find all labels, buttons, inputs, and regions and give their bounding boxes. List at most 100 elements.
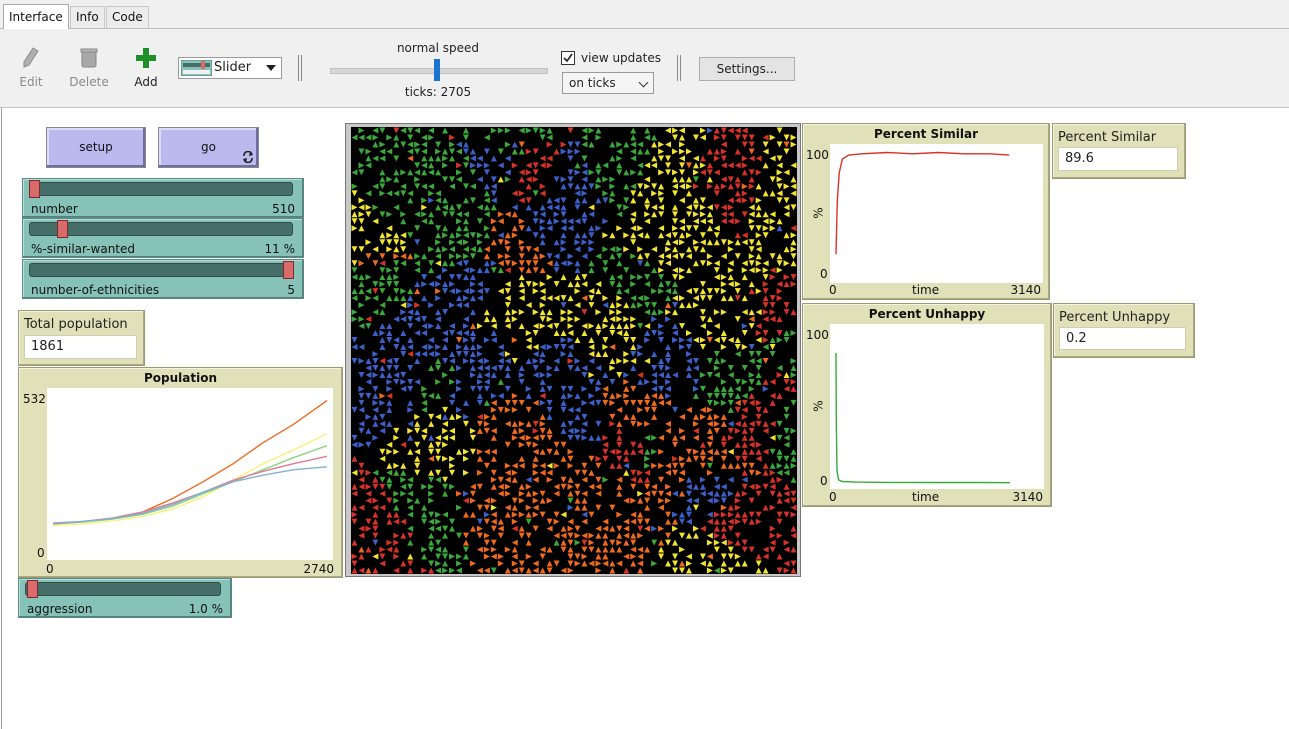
- turtle-agent: [442, 434, 449, 441]
- turtle-agent: [358, 532, 365, 539]
- turtle-agent: [539, 420, 546, 427]
- world-view[interactable]: [345, 123, 801, 577]
- turtle-agent: [602, 434, 609, 441]
- turtle-agent: [734, 427, 741, 434]
- turtle-agent: [665, 141, 672, 148]
- turtle-agent: [518, 141, 525, 148]
- tab-code[interactable]: Code: [106, 6, 149, 28]
- turtle-agent: [511, 553, 518, 560]
- turtle-agent: [463, 239, 469, 246]
- turtle-agent: [727, 476, 734, 483]
- turtle-agent: [679, 302, 685, 309]
- turtle-agent: [546, 309, 553, 316]
- turtle-agent: [511, 469, 518, 476]
- aggression-slider[interactable]: aggression 1.0 %: [18, 578, 232, 618]
- turtle-agent: [686, 518, 692, 525]
- turtle-agent: [372, 469, 379, 476]
- world-canvas[interactable]: [351, 127, 797, 574]
- turtle-agent: [504, 141, 511, 148]
- turtle-agent: [713, 225, 720, 232]
- turtle-agent: [679, 169, 685, 176]
- turtle-agent: [651, 490, 658, 497]
- turtle-agent: [692, 239, 699, 246]
- go-button[interactable]: go: [158, 127, 259, 168]
- slider-value: 5: [287, 283, 295, 297]
- turtle-agent: [456, 218, 462, 225]
- turtle-agent: [532, 560, 539, 567]
- turtle-agent: [386, 399, 393, 406]
- turtle-agent: [518, 239, 525, 246]
- turtle-agent: [630, 546, 637, 553]
- turtle-agent: [623, 288, 630, 295]
- turtle-agent: [748, 197, 755, 204]
- turtle-agent: [490, 427, 497, 434]
- slider-track[interactable]: [29, 182, 293, 196]
- turtle-agent: [414, 162, 421, 169]
- turtle-agent: [755, 364, 762, 371]
- slider-thumb[interactable]: [29, 180, 40, 198]
- turtle-agent: [713, 532, 720, 539]
- turtle-agent: [511, 190, 518, 197]
- turtle-agent: [414, 288, 421, 295]
- turtle-agent: [630, 302, 637, 309]
- tab-info[interactable]: Info: [70, 6, 105, 28]
- turtle-agent: [741, 344, 748, 350]
- turtle-agent: [720, 392, 727, 399]
- speed-slider-thumb[interactable]: [433, 59, 440, 81]
- turtle-agent: [400, 239, 407, 246]
- turtle-agent: [762, 567, 769, 574]
- turtle-agent: [699, 553, 706, 560]
- turtle-agent: [574, 162, 581, 169]
- turtle-agent: [706, 211, 713, 218]
- turtle-agent: [497, 267, 504, 274]
- turtle-agent: [511, 567, 518, 574]
- tab-interface[interactable]: Interface: [3, 4, 69, 29]
- plot-series-line-0: [835, 352, 1011, 484]
- turtle-agent: [588, 351, 595, 357]
- number-of-ethnicities-slider[interactable]: number-of-ethnicities 5: [22, 259, 304, 299]
- widget-type-select[interactable]: Slider: [178, 57, 282, 79]
- turtle-agent: [734, 532, 741, 539]
- turtle-agent: [713, 420, 720, 427]
- turtle-agent: [616, 260, 623, 267]
- turtle-agent: [720, 211, 727, 218]
- turtle-agent: [651, 434, 658, 441]
- turtle-agent: [748, 392, 755, 399]
- turtle-agent: [553, 330, 560, 337]
- turtle-agent: [560, 546, 567, 553]
- turtle-agent: [386, 469, 393, 476]
- plot-area: [47, 388, 333, 560]
- turtle-agent: [630, 518, 637, 525]
- slider-thumb[interactable]: [56, 220, 68, 238]
- turtle-agent: [456, 344, 462, 350]
- turtle-agent: [428, 351, 435, 357]
- turtle-agent: [469, 295, 476, 302]
- speed-slider[interactable]: [330, 59, 548, 81]
- setup-button[interactable]: setup: [46, 127, 146, 168]
- view-updates-checkbox[interactable]: [561, 51, 575, 65]
- similar-wanted-slider[interactable]: %-similar-wanted 11 %: [22, 218, 304, 258]
- turtle-agent: [358, 127, 365, 134]
- number-slider[interactable]: number 510: [22, 178, 304, 218]
- turtle-agent: [504, 399, 511, 406]
- slider-track[interactable]: [29, 222, 293, 236]
- turtle-agent: [630, 190, 637, 197]
- turtle-agent: [358, 260, 365, 267]
- turtle-agent: [776, 518, 783, 525]
- settings-button[interactable]: Settings...: [699, 57, 795, 81]
- slider-thumb[interactable]: [283, 261, 294, 279]
- turtle-agent: [532, 176, 539, 183]
- turtle-agent: [658, 274, 665, 281]
- turtle-agent: [421, 169, 428, 176]
- slider-track[interactable]: [25, 582, 221, 596]
- turtle-agent: [644, 134, 651, 141]
- turtle-agent: [790, 141, 797, 148]
- turtle-agent: [581, 434, 588, 441]
- slider-thumb[interactable]: [26, 580, 38, 598]
- x-tick-min: 0: [829, 490, 837, 504]
- turtle-agent: [623, 532, 630, 539]
- update-mode-select[interactable]: on ticks: [562, 72, 654, 94]
- turtle-agent: [699, 406, 706, 413]
- turtle-agent: [463, 127, 469, 134]
- slider-track[interactable]: [29, 263, 293, 277]
